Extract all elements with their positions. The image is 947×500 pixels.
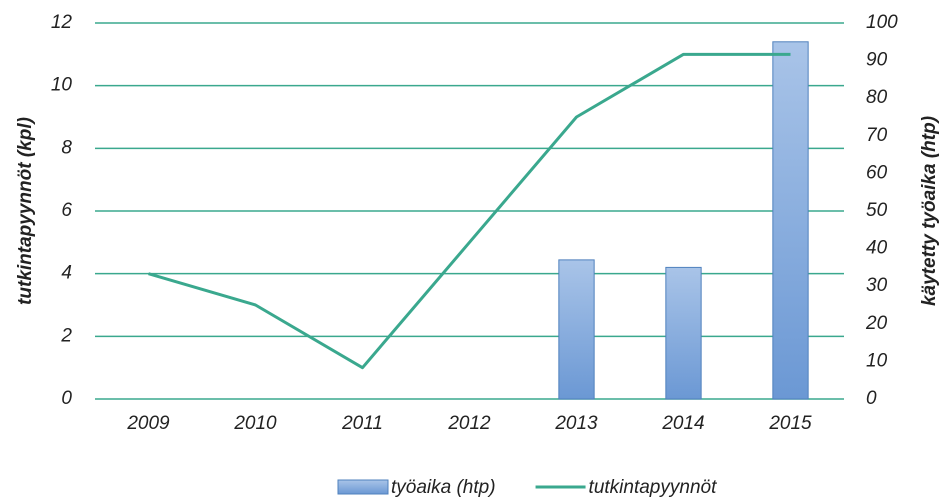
y2-tick-label: 60 (866, 162, 888, 183)
x-tick-label: 2009 (126, 413, 170, 434)
y2-tick-label: 80 (866, 87, 888, 108)
y2-tick-label: 0 (866, 388, 877, 409)
legend-label: työaika (htp) (391, 477, 496, 498)
y2-tick-label: 90 (866, 50, 888, 71)
y2-tick-label: 10 (866, 350, 888, 371)
bar (772, 41, 809, 400)
y-tick-label: 10 (51, 75, 73, 96)
y2-tick-label: 70 (866, 125, 888, 146)
y2-tick-label: 20 (865, 313, 888, 334)
x-tick-label: 2011 (341, 413, 383, 434)
x-tick-label: 2015 (768, 413, 812, 434)
y2-tick-label: 30 (866, 275, 888, 296)
x-tick-label: 2013 (554, 413, 598, 434)
y2-tick-label: 50 (866, 200, 888, 221)
bar (558, 259, 595, 400)
y-tick-label: 0 (61, 388, 72, 409)
y-tick-label: 6 (61, 200, 72, 221)
legend-label: tutkintapyynnöt (589, 477, 718, 498)
y-tick-label: 12 (51, 12, 73, 33)
legend-swatch (337, 479, 389, 495)
line (148, 52, 791, 370)
x-tick-label: 2014 (661, 413, 704, 434)
y-tick-label: 8 (61, 137, 72, 158)
y-tick-label: 2 (60, 325, 72, 346)
bar (665, 266, 702, 400)
y2-tick-label: 40 (866, 238, 888, 259)
y2-axis-title: käytetty työaika (htp) (919, 116, 940, 306)
y2-tick-label: 100 (866, 12, 898, 33)
y-tick-label: 4 (61, 263, 72, 284)
x-tick-label: 2010 (233, 413, 277, 434)
x-tick-label: 2012 (447, 413, 491, 434)
y-axis-title: tutkintapyynnöt (kpl) (15, 117, 36, 305)
